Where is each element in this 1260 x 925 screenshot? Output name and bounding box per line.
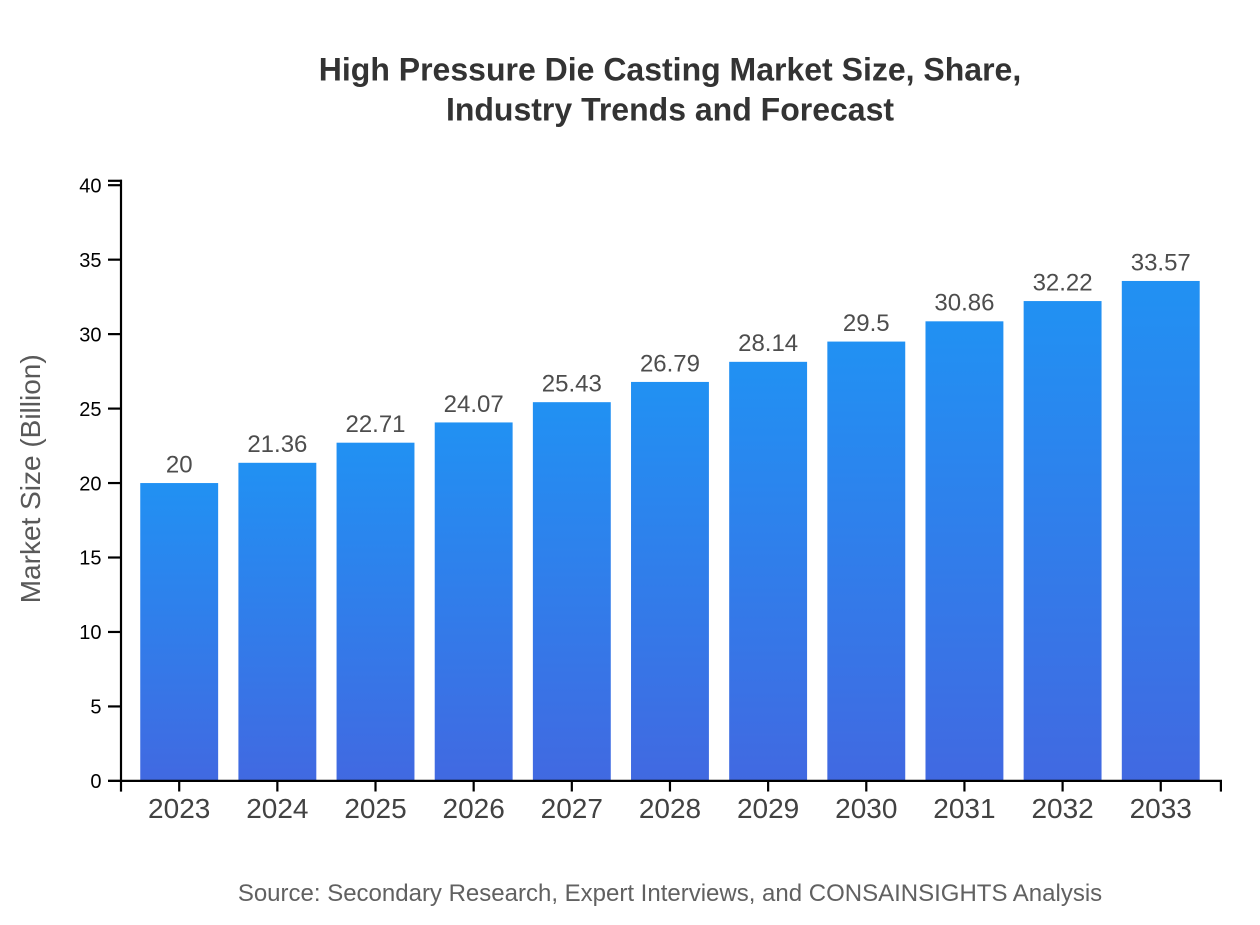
svg-text:Industry Trends and Forecast: Industry Trends and Forecast (446, 92, 894, 128)
svg-text:33.57: 33.57 (1131, 249, 1191, 276)
svg-text:2023: 2023 (148, 793, 210, 824)
svg-text:25.43: 25.43 (542, 371, 602, 398)
svg-text:2027: 2027 (541, 793, 603, 824)
svg-text:28.14: 28.14 (738, 330, 798, 357)
svg-text:30.86: 30.86 (934, 290, 994, 317)
svg-text:29.5: 29.5 (843, 310, 890, 337)
svg-text:2026: 2026 (443, 793, 505, 824)
svg-text:2030: 2030 (835, 793, 897, 824)
svg-text:32.22: 32.22 (1033, 269, 1093, 296)
svg-text:26.79: 26.79 (640, 350, 700, 377)
svg-text:2031: 2031 (933, 793, 995, 824)
svg-text:5: 5 (90, 697, 101, 719)
svg-text:2033: 2033 (1130, 793, 1192, 824)
svg-text:Market Size (Billion): Market Size (Billion) (15, 354, 46, 603)
svg-text:22.71: 22.71 (345, 411, 405, 438)
svg-text:2028: 2028 (639, 793, 701, 824)
svg-text:2032: 2032 (1031, 793, 1093, 824)
svg-text:30: 30 (79, 324, 101, 346)
svg-text:2024: 2024 (246, 793, 308, 824)
svg-text:2025: 2025 (344, 793, 406, 824)
svg-text:20: 20 (166, 451, 193, 478)
svg-text:24.07: 24.07 (444, 391, 504, 418)
svg-text:0: 0 (90, 771, 101, 793)
svg-text:Source: Secondary Research, Ex: Source: Secondary Research, Expert Inter… (238, 880, 1102, 907)
svg-text:40: 40 (79, 175, 101, 197)
svg-text:35: 35 (79, 250, 101, 272)
svg-text:20: 20 (79, 473, 101, 495)
svg-text:15: 15 (79, 548, 101, 570)
svg-text:2029: 2029 (737, 793, 799, 824)
svg-text:High Pressure Die Casting Mark: High Pressure Die Casting Market Size, S… (319, 52, 1021, 88)
svg-text:21.36: 21.36 (247, 431, 307, 458)
svg-text:25: 25 (79, 399, 101, 421)
svg-text:10: 10 (79, 622, 101, 644)
